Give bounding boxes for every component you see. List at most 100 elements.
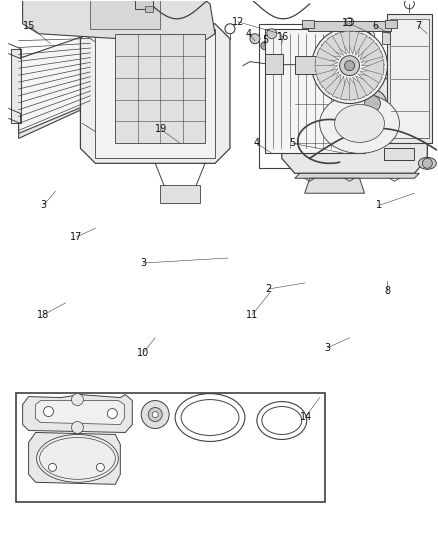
Polygon shape (28, 432, 120, 484)
Circle shape (107, 409, 117, 418)
Circle shape (148, 408, 162, 422)
Circle shape (250, 34, 260, 44)
Bar (265, 29, 364, 154)
Polygon shape (325, 74, 341, 99)
Polygon shape (353, 31, 367, 55)
Polygon shape (358, 74, 382, 90)
Polygon shape (358, 33, 374, 57)
Polygon shape (23, 394, 132, 432)
Text: 3: 3 (325, 343, 331, 353)
Circle shape (49, 463, 57, 471)
Polygon shape (81, 24, 230, 163)
Polygon shape (19, 34, 100, 139)
Polygon shape (341, 77, 356, 100)
Polygon shape (335, 31, 350, 54)
Circle shape (345, 61, 355, 71)
Circle shape (71, 422, 83, 433)
Bar (295, 55, 317, 74)
Polygon shape (361, 60, 384, 75)
Bar (160, 185, 200, 203)
Circle shape (71, 393, 83, 406)
Polygon shape (315, 48, 339, 62)
Bar (259, 24, 368, 168)
Bar (388, 14, 432, 143)
Text: 7: 7 (415, 21, 421, 31)
Bar (11, 49, 21, 124)
Ellipse shape (320, 94, 399, 154)
Text: 19: 19 (155, 124, 167, 134)
Polygon shape (315, 56, 338, 72)
Text: 4: 4 (246, 29, 252, 39)
Bar (115, 34, 205, 143)
Text: 5: 5 (290, 139, 296, 148)
Polygon shape (295, 173, 419, 178)
Bar (90, 0, 160, 29)
Text: 10: 10 (137, 348, 149, 358)
Circle shape (422, 158, 432, 168)
Polygon shape (356, 76, 378, 96)
Text: 12: 12 (232, 17, 244, 27)
Text: 15: 15 (23, 21, 36, 31)
Bar (385, 20, 397, 28)
Polygon shape (314, 66, 338, 80)
Text: 8: 8 (385, 286, 391, 296)
Bar (382, 117, 390, 128)
Circle shape (261, 42, 269, 50)
Circle shape (96, 463, 104, 471)
Polygon shape (350, 78, 364, 101)
Bar (382, 32, 390, 44)
Text: 3: 3 (140, 258, 146, 268)
Text: 16: 16 (277, 32, 289, 42)
Polygon shape (35, 401, 124, 424)
Polygon shape (332, 76, 346, 100)
Circle shape (141, 401, 169, 429)
Polygon shape (361, 51, 385, 66)
Bar (302, 20, 314, 28)
Circle shape (359, 90, 386, 117)
Polygon shape (319, 71, 339, 94)
Circle shape (267, 29, 277, 39)
Text: 6: 6 (372, 21, 378, 31)
Text: 3: 3 (40, 200, 46, 210)
Polygon shape (95, 29, 215, 158)
Circle shape (339, 29, 350, 39)
Polygon shape (327, 32, 346, 54)
Circle shape (339, 55, 360, 76)
Circle shape (312, 28, 388, 103)
Polygon shape (343, 31, 359, 54)
Polygon shape (282, 78, 427, 173)
Bar (265, 54, 283, 74)
Polygon shape (23, 0, 215, 44)
Bar (16, 393, 325, 502)
Bar (308, 21, 392, 31)
Bar (385, 148, 414, 160)
Text: 13: 13 (342, 18, 354, 28)
Polygon shape (360, 69, 384, 83)
Polygon shape (361, 43, 383, 62)
Polygon shape (305, 178, 364, 193)
Polygon shape (19, 34, 90, 133)
Ellipse shape (418, 157, 436, 169)
Polygon shape (353, 77, 372, 99)
Text: 18: 18 (37, 310, 49, 320)
Polygon shape (360, 37, 380, 60)
Circle shape (152, 411, 158, 417)
Text: 5: 5 (262, 35, 268, 45)
Ellipse shape (279, 36, 290, 45)
Bar (145, 6, 153, 12)
Text: 1: 1 (376, 200, 382, 210)
Text: 2: 2 (266, 284, 272, 294)
Bar (390, 19, 429, 139)
Bar (135, 0, 153, 9)
Ellipse shape (335, 104, 385, 142)
Ellipse shape (37, 434, 118, 482)
Text: 11: 11 (246, 310, 258, 320)
Polygon shape (321, 35, 343, 55)
Text: 17: 17 (70, 232, 83, 242)
Polygon shape (317, 41, 341, 57)
Polygon shape (316, 69, 338, 88)
Text: 14: 14 (300, 411, 312, 422)
Circle shape (364, 95, 381, 111)
Text: 4: 4 (254, 139, 260, 148)
Circle shape (43, 407, 53, 416)
